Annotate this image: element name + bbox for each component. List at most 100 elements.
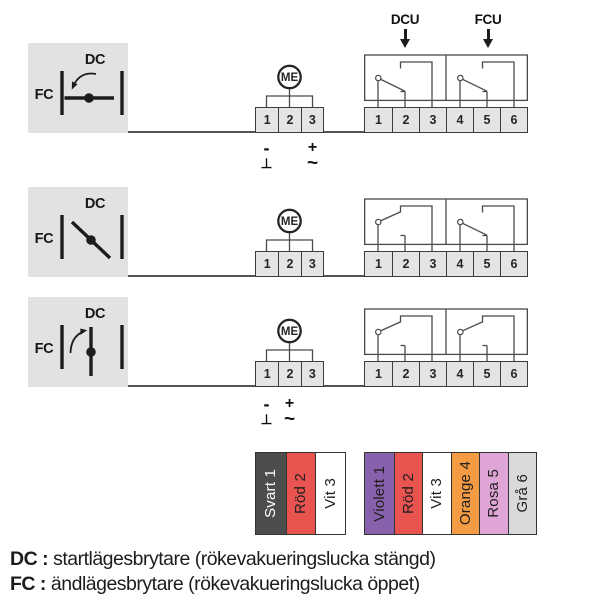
dcu-arrow-icon: [403, 29, 407, 40]
wire-label: Orange 4: [456, 461, 474, 526]
wire-label: Röd 2: [292, 472, 310, 515]
motor-terminal: 3: [300, 362, 323, 386]
wire-label: Grå 6: [513, 474, 531, 513]
fcu-label: FCU: [474, 12, 502, 27]
switch-terminal: 1: [375, 257, 382, 271]
dcu-label: DCU: [390, 12, 420, 27]
switch-terminal: 3: [419, 362, 446, 386]
wire-color-swatch: Rosa 5: [479, 453, 508, 534]
wire-color-swatch: Violett 1: [365, 453, 394, 534]
movement-arrow-icon: [71, 72, 97, 90]
motor-terminal-strip: 1 2 3: [255, 107, 324, 133]
wire-color-swatch: Vit 3: [422, 453, 451, 534]
legend-line-fc: FC : ändlägesbrytare (rökevakueringslucka…: [10, 572, 435, 597]
dcu-switch: [375, 61, 433, 107]
switch-terminal: 2: [392, 362, 419, 386]
wire-label: Svart 1: [262, 469, 280, 518]
motor-terminal: 2: [278, 108, 300, 132]
wire-color-swatch: Svart 1: [256, 453, 286, 534]
motor-symbol: ME: [265, 64, 314, 107]
ground-sign: ⊥: [260, 412, 273, 427]
switch-terminal: 2: [392, 108, 419, 132]
motor-terminal-strip: 1 2 3: [255, 251, 324, 277]
motor-label: ME: [281, 326, 299, 338]
ac-sign: ~: [306, 153, 319, 174]
motor-circle-icon: [277, 64, 302, 90]
damper-lever-icon: [60, 325, 124, 376]
actuator-position-box: DC FC: [28, 297, 128, 387]
fcu-switch: [457, 315, 515, 361]
switch-terminal: 3: [419, 108, 446, 132]
motor-terminal: 3: [300, 108, 323, 132]
motor-label: ME: [281, 72, 299, 84]
switch-terminal: 6: [500, 362, 527, 386]
legend-term-fc: FC :: [10, 573, 46, 595]
fcu-switch: [457, 205, 515, 251]
switch-terminal: 1: [375, 367, 382, 381]
switch-terminal-strip: 1 2 3 4 5 6: [364, 361, 528, 387]
fc-label: FC: [34, 231, 54, 247]
actuator-position-box: DC FC: [28, 187, 128, 277]
fcu-arrow-icon: [486, 29, 490, 40]
switch-terminal: 4: [446, 108, 473, 132]
switch-terminal: 4: [446, 252, 473, 276]
minus-sign: -: [263, 394, 270, 414]
fc-label: FC: [34, 341, 54, 357]
switch-unit: [364, 198, 528, 251]
switch-terminal: 5: [473, 252, 500, 276]
fc-label: FC: [34, 87, 54, 103]
wire-color-swatch: Orange 4: [450, 453, 479, 534]
dcu-switch: [375, 315, 433, 361]
switch-terminal: 4: [446, 362, 473, 386]
motor-circle-icon: [277, 318, 302, 344]
switch-terminal-strip: 1 2 3 4 5 6: [364, 107, 528, 133]
legend-term-dc: DC :: [10, 548, 49, 570]
wire-label: Röd 2: [399, 472, 417, 515]
switch-terminal-strip: 1 2 3 4 5 6: [364, 251, 528, 277]
minus-sign: -: [263, 138, 270, 158]
wire-label: Rosa 5: [485, 469, 503, 518]
wire-label: Vit 3: [428, 478, 446, 509]
wire-color-swatch: Vit 3: [315, 453, 345, 534]
dc-label: DC: [84, 306, 106, 322]
switch-terminal: 5: [473, 362, 500, 386]
damper-lever-icon: [60, 71, 124, 115]
wire-color-swatch: Röd 2: [393, 453, 422, 534]
legend-line-dc: DC : startlägesbrytare (rökevakueringsluc…: [10, 547, 436, 572]
motor-wire-colors: Svart 1 Röd 2 Vit 3: [255, 452, 346, 535]
wire-color-swatch: Röd 2: [285, 453, 316, 534]
motor-terminal: 1: [263, 113, 271, 127]
wire-label: Violett 1: [370, 465, 388, 522]
fcu-switch: [457, 61, 515, 107]
motor-symbol: ME: [265, 208, 314, 251]
switch-unit: [364, 54, 528, 107]
motor-symbol: ME: [265, 318, 314, 361]
dcu-switch: [375, 205, 433, 251]
diagram-row-3: DC FC ME 1 2 3: [0, 291, 600, 387]
motor-terminal: 1: [263, 257, 271, 271]
wire-color-swatch: Grå 6: [507, 453, 536, 534]
switch-terminal: 3: [419, 252, 446, 276]
switch-terminal: 2: [392, 252, 419, 276]
motor-terminal: 1: [263, 367, 271, 381]
control-wire-colors: Violett 1 Röd 2 Vit 3 Orange 4 Rosa 5 Gr…: [364, 452, 537, 535]
motor-terminal: 2: [278, 252, 300, 276]
switch-terminal: 5: [473, 108, 500, 132]
actuator-position-box: DC FC: [28, 43, 128, 133]
plus-sign: +: [284, 395, 295, 412]
switch-terminal: 6: [500, 252, 527, 276]
motor-terminal: 3: [300, 252, 323, 276]
switch-terminal: 6: [500, 108, 527, 132]
motor-terminal-strip: 1 2 3: [255, 361, 324, 387]
motor-circle-icon: [277, 208, 302, 234]
movement-arrow-icon: [69, 328, 88, 354]
wire-label: Vit 3: [322, 478, 340, 509]
diagram-row-2: DC FC ME 1 2 3: [0, 181, 600, 277]
legend-definition-dc: startlägesbrytare (rökevakueringslucka s…: [53, 548, 436, 570]
switch-unit: [364, 308, 528, 361]
fcu-arrow-icon: [482, 39, 493, 48]
diagram-row-1: DC FC ME 1 2 3: [0, 37, 600, 133]
plus-sign: +: [307, 139, 318, 156]
motor-terminal: 2: [278, 362, 300, 386]
